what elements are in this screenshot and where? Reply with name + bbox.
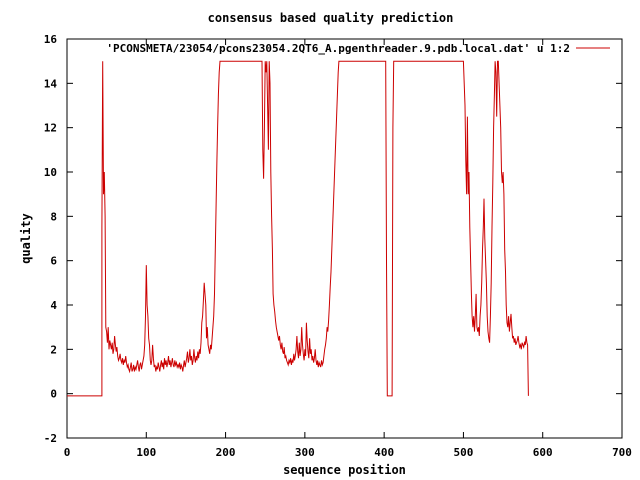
x-tick-label: 300 xyxy=(295,446,315,459)
y-tick-label: 16 xyxy=(44,33,58,46)
chart-title: consensus based quality prediction xyxy=(208,11,454,25)
x-tick-label: 600 xyxy=(533,446,553,459)
plot-frame xyxy=(66,38,623,439)
y-axis-label: quality xyxy=(19,213,33,264)
y-tick-label: 8 xyxy=(50,210,57,223)
y-tick-label: 14 xyxy=(44,77,58,90)
x-tick-label: 100 xyxy=(136,446,156,459)
legend-entry-label: 'PCONSMETA/23054/pcons23054.2QT6_A.pgent… xyxy=(106,42,570,55)
x-tick-label: 400 xyxy=(374,446,394,459)
x-tick-label: 200 xyxy=(216,446,236,459)
y-tick-label: 10 xyxy=(44,166,57,179)
x-tick-label: 500 xyxy=(453,446,473,459)
x-axis-label: sequence position xyxy=(283,463,406,477)
series-line xyxy=(67,60,529,397)
y-tick-label: -2 xyxy=(44,432,57,445)
x-tick-label: 0 xyxy=(64,446,71,459)
series-layer xyxy=(67,60,529,397)
y-tick-label: 2 xyxy=(50,343,57,356)
y-tick-label: 4 xyxy=(50,299,57,312)
y-tick-label: 0 xyxy=(50,388,57,401)
y-tick-label: 12 xyxy=(44,122,57,135)
x-tick-label: 700 xyxy=(612,446,632,459)
axis-ticks: 0 100 200 300 400 500 600 700 -2 0 2 4 6 8 10 12 14 16 xyxy=(44,33,632,459)
y-tick-label: 6 xyxy=(50,255,57,268)
